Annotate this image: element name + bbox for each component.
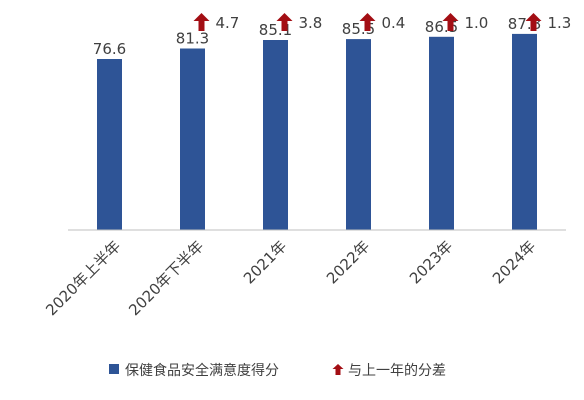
- bar-3: [346, 39, 371, 230]
- diff-arrow-icon-1: [193, 13, 210, 31]
- legend-label-score: 保健食品安全满意度得分: [125, 362, 279, 379]
- bar-0: [97, 59, 122, 230]
- category-label-4: 2023年: [406, 237, 456, 287]
- labels-layer: 76.681.34.7 85.1 3.8 85.5 0.4 86.5 1.0 87.8 1.3: [93, 14, 572, 58]
- bar-4: [429, 36, 454, 230]
- value-label-1: 81.3: [176, 30, 209, 48]
- category-label-5: 2024年: [489, 237, 539, 287]
- category-label-3: 2022年: [323, 237, 373, 287]
- legend-label-diff: 与上一年的分差: [348, 363, 446, 379]
- diff-label-1: 4.7: [216, 14, 240, 32]
- diff-label-2: 3.8: [299, 14, 323, 32]
- bar-1: [180, 48, 205, 230]
- diff-label-4: 1.0: [465, 14, 489, 32]
- diff-label-5: 1.3: [548, 14, 572, 32]
- diff-arrow-icon-4: [442, 13, 459, 31]
- bars-layer: [97, 33, 537, 231]
- diff-arrows-layer: [193, 13, 542, 31]
- category-labels-layer: 2020年上半年 2020年下半年 2021年 2022年 2023年 2024年: [42, 237, 539, 319]
- legend-arrow-icon: [332, 364, 344, 375]
- category-label-1: 2020年下半年: [125, 237, 207, 319]
- bar-2: [263, 40, 288, 230]
- diff-arrow-icon-3: [359, 13, 376, 31]
- value-label-0: 76.6: [93, 40, 126, 58]
- diff-arrow-icon-2: [276, 13, 293, 31]
- diff-arrow-icon-5: [525, 13, 542, 31]
- category-label-2: 2021年: [240, 237, 290, 287]
- legend-swatch-score: [109, 364, 119, 374]
- diff-label-3: 0.4: [382, 14, 406, 32]
- category-label-0: 2020年上半年: [42, 237, 124, 319]
- legend: 保健食品安全满意度得分 与上一年的分差: [109, 362, 446, 379]
- bar-5: [512, 33, 537, 231]
